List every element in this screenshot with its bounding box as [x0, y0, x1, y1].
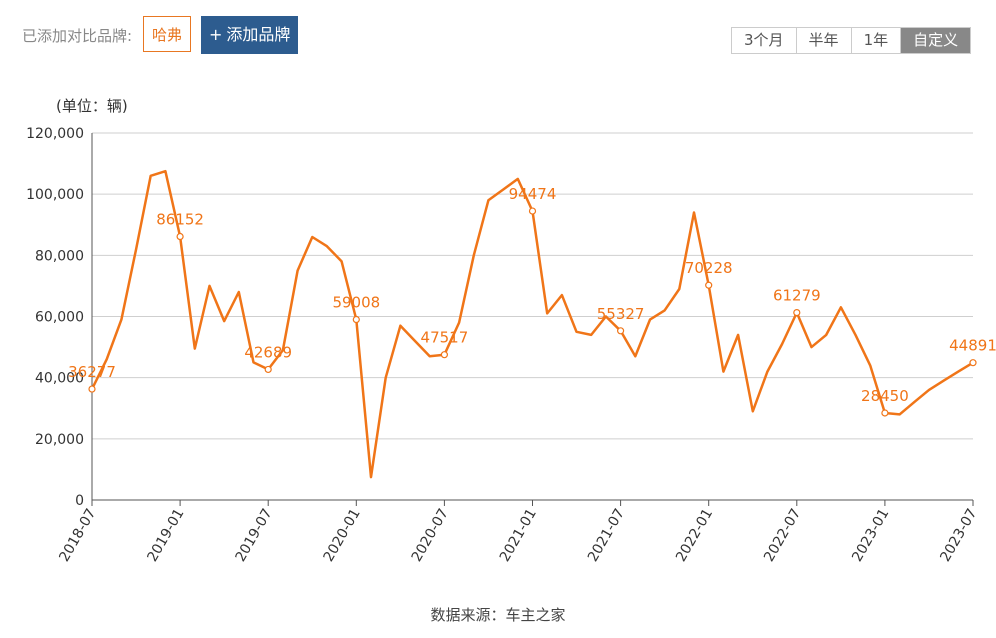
range-custom-button[interactable]: 自定义	[901, 28, 971, 53]
brand-tag-haval[interactable]: 哈弗	[143, 16, 192, 52]
data-point-marker	[616, 327, 625, 335]
data-label: 47517	[421, 329, 469, 347]
data-label: 61279	[773, 287, 821, 305]
x-tick-label: 2022-07	[761, 506, 804, 565]
x-tick-label: 2023-07	[937, 506, 980, 565]
x-tick-label: 2018-07	[56, 506, 99, 565]
plus-icon: +	[209, 25, 223, 44]
data-point-marker	[969, 359, 977, 367]
data-point-marker	[88, 385, 96, 393]
x-tick-label: 2021-01	[497, 506, 540, 565]
data-point-marker	[176, 232, 184, 241]
series-line	[90, 169, 974, 479]
data-label: 28450	[861, 387, 909, 405]
x-tick-label: 2019-01	[144, 506, 187, 565]
x-tick-label: 2023-01	[849, 506, 892, 565]
y-tick-label: 60,000	[35, 310, 84, 326]
x-tick-label: 2020-07	[409, 506, 452, 565]
data-point-marker	[705, 281, 713, 289]
data-source-label: 数据来源：车主之家	[430, 606, 566, 624]
y-tick-label: 120,000	[26, 126, 84, 142]
data-point-marker	[881, 409, 889, 417]
time-range-selector: 3个月 半年 1年 自定义	[731, 27, 972, 54]
unit-label: (单位：辆)	[56, 97, 128, 115]
data-point-marker	[440, 351, 448, 359]
add-brand-button[interactable]: + 添加品牌	[201, 16, 299, 54]
y-tick-label: 20,000	[35, 432, 84, 448]
range-1-year-button[interactable]: 1年	[851, 28, 902, 53]
x-tick-label: 2019-07	[233, 506, 276, 565]
x-tick-label: 2022-01	[673, 506, 716, 565]
add-brand-label: 添加品牌	[226, 25, 291, 44]
data-label: 86152	[156, 211, 204, 229]
data-label: 70228	[685, 259, 733, 277]
data-label: 42689	[244, 343, 292, 361]
toolbar: 已添加对比品牌: 哈弗 + 添加品牌 3个月 半年 1年 自定义	[0, 0, 996, 60]
data-point-marker	[793, 308, 801, 317]
data-label: 55327	[597, 305, 645, 323]
data-point-marker	[528, 207, 537, 215]
data-label: 36277	[68, 363, 116, 381]
data-point-marker	[352, 315, 360, 324]
range-3-months-button[interactable]: 3个月	[732, 28, 797, 53]
data-label: 44891	[949, 337, 996, 355]
y-tick-label: 0	[75, 493, 84, 509]
x-tick-label: 2020-01	[321, 506, 364, 565]
y-tick-label: 100,000	[26, 187, 84, 203]
data-label: 94474	[509, 185, 557, 203]
x-tick-label: 2021-07	[585, 506, 628, 565]
data-point-marker	[264, 365, 272, 374]
y-tick-label: 80,000	[35, 248, 84, 264]
y-tick-label: 40,000	[35, 371, 84, 387]
data-label: 59008	[332, 294, 380, 312]
sales-line-chart: 0 20,000 40,000 60,000 80,000 100,000 120,000 2…	[26, 126, 996, 565]
added-brands-label: 已添加对比品牌:	[22, 27, 133, 45]
range-half-year-button[interactable]: 半年	[796, 28, 852, 53]
